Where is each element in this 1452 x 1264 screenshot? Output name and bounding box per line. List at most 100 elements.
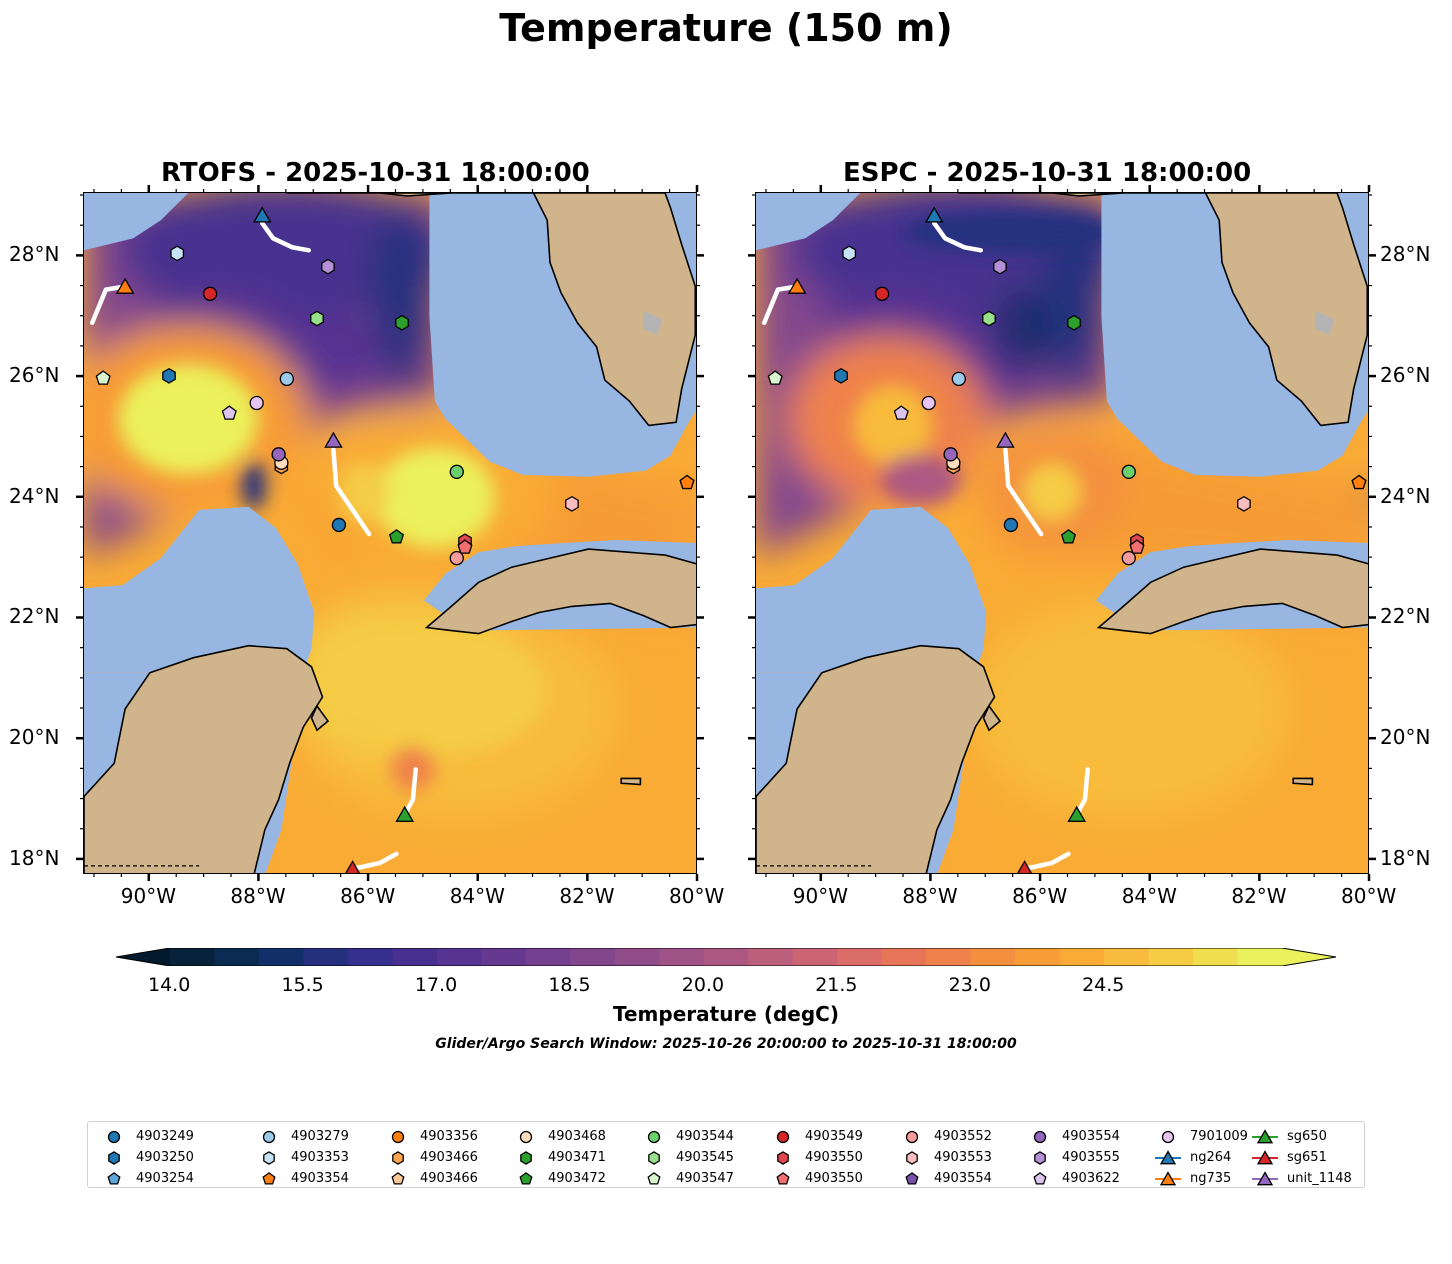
legend-marker[interactable] xyxy=(905,1130,919,1143)
legend-marker[interactable] xyxy=(391,1171,405,1185)
marker-4903622[interactable] xyxy=(221,405,237,420)
marker-4903471[interactable] xyxy=(1067,314,1081,331)
legend-marker[interactable] xyxy=(776,1171,790,1185)
marker-4903353[interactable] xyxy=(170,245,185,262)
lon-tick-label: 84°W xyxy=(1121,884,1177,908)
lat-tick-label: 18°N xyxy=(1380,845,1431,870)
legend-marker[interactable] xyxy=(1159,1149,1177,1164)
legend-marker[interactable] xyxy=(1034,1150,1046,1165)
marker-4903279[interactable] xyxy=(951,371,966,387)
legend-marker[interactable] xyxy=(1256,1149,1274,1164)
rtofs-map[interactable] xyxy=(83,192,697,874)
marker-4903544[interactable] xyxy=(1121,464,1136,479)
marker-4903552[interactable] xyxy=(1121,550,1136,566)
legend-marker[interactable] xyxy=(519,1171,533,1185)
legend-marker[interactable] xyxy=(1256,1128,1274,1143)
marker-4903250[interactable] xyxy=(834,367,848,384)
legend-item-4903250: 4903250 xyxy=(100,1147,194,1168)
legend-item-4903553: 4903553 xyxy=(898,1147,992,1168)
track-unit_1148 xyxy=(331,447,372,537)
marker-unit_1148[interactable] xyxy=(324,431,343,448)
marker-4903555[interactable] xyxy=(993,258,1007,275)
marker-4903549[interactable] xyxy=(874,286,890,301)
marker-unit_1148[interactable] xyxy=(996,431,1015,448)
espc-map[interactable] xyxy=(755,192,1369,874)
marker-4903279[interactable] xyxy=(279,371,294,387)
marker-4903472[interactable] xyxy=(388,529,405,544)
marker-4903354[interactable] xyxy=(1351,474,1367,490)
marker-ng735[interactable] xyxy=(115,277,135,294)
marker-4903550[interactable] xyxy=(457,539,473,554)
marker-4903549[interactable] xyxy=(202,286,218,301)
marker-4903545[interactable] xyxy=(310,310,324,327)
legend-marker[interactable] xyxy=(391,1130,405,1143)
marker-4903471[interactable] xyxy=(395,314,409,331)
legend-marker[interactable] xyxy=(1161,1130,1175,1143)
colorbar-tick-label: 15.5 xyxy=(281,974,324,996)
legend-marker[interactable] xyxy=(107,1130,121,1143)
marker-4903553[interactable] xyxy=(565,495,579,512)
legend-marker[interactable] xyxy=(906,1150,918,1165)
pentagon-marker-icon xyxy=(905,1171,919,1185)
marker-4903547[interactable] xyxy=(767,370,783,385)
hexagon-marker-icon xyxy=(108,1150,120,1165)
marker-4903353[interactable] xyxy=(842,245,857,262)
legend-marker[interactable] xyxy=(519,1130,533,1143)
marker-7901009[interactable] xyxy=(249,395,264,411)
lat-tick-label: 28°N xyxy=(1380,242,1431,267)
marker-4903472[interactable] xyxy=(1060,529,1077,544)
marker-4903554[interactable] xyxy=(271,447,286,462)
lat-tick-label: 22°N xyxy=(9,604,60,629)
marker-sg651[interactable] xyxy=(344,860,361,874)
legend-item-4903466: 4903466 xyxy=(384,1147,478,1168)
marker-sg650[interactable] xyxy=(1067,805,1087,822)
marker-7901009[interactable] xyxy=(921,395,936,411)
legend-marker[interactable] xyxy=(648,1150,660,1165)
marker-4903550[interactable] xyxy=(1129,539,1145,554)
legend-item-4903353: 4903353 xyxy=(255,1147,349,1168)
legend-item-4903354: 4903354 xyxy=(255,1168,349,1189)
legend-marker[interactable] xyxy=(1159,1170,1177,1185)
marker-4903249[interactable] xyxy=(331,517,347,533)
legend-marker[interactable] xyxy=(1033,1130,1047,1143)
legend-item-4903279: 4903279 xyxy=(255,1126,349,1147)
legend-marker[interactable] xyxy=(107,1171,121,1185)
marker-ng735[interactable] xyxy=(787,277,807,294)
marker-ng264[interactable] xyxy=(924,206,944,223)
marker-4903547[interactable] xyxy=(95,370,111,385)
legend-marker[interactable] xyxy=(1256,1170,1274,1185)
marker-4903249[interactable] xyxy=(1003,517,1019,533)
marker-4903545[interactable] xyxy=(982,310,996,327)
legend-marker[interactable] xyxy=(262,1130,276,1143)
legend-marker[interactable] xyxy=(777,1150,789,1165)
legend-marker[interactable] xyxy=(647,1130,661,1143)
legend-marker[interactable] xyxy=(647,1171,661,1185)
legend-marker[interactable] xyxy=(262,1171,276,1185)
legend-marker[interactable] xyxy=(905,1171,919,1185)
legend-marker[interactable] xyxy=(776,1130,790,1143)
legend-marker[interactable] xyxy=(392,1150,404,1165)
legend-marker[interactable] xyxy=(520,1150,532,1165)
tick-marks-espc xyxy=(748,185,1376,881)
marker-4903554[interactable] xyxy=(943,447,958,462)
marker-sg650[interactable] xyxy=(395,805,415,822)
track-ng264 xyxy=(931,220,984,253)
marker-4903250[interactable] xyxy=(162,367,176,384)
legend-marker[interactable] xyxy=(263,1150,275,1165)
legend-marker[interactable] xyxy=(1033,1171,1047,1185)
marker-4903555[interactable] xyxy=(321,258,335,275)
legend-item-4903554: 4903554 xyxy=(1026,1126,1120,1147)
marker-4903552[interactable] xyxy=(449,550,464,566)
marker-4903553[interactable] xyxy=(1237,495,1251,512)
pentagon-marker-icon xyxy=(647,1171,661,1185)
map-canvas xyxy=(756,193,1368,874)
lon-tick-label: 88°W xyxy=(230,884,286,908)
marker-ng264[interactable] xyxy=(252,206,272,223)
legend-label: 4903354 xyxy=(291,1171,349,1186)
marker-4903622[interactable] xyxy=(893,405,909,420)
legend-marker[interactable] xyxy=(108,1150,120,1165)
marker-4903544[interactable] xyxy=(449,464,464,479)
triangle-marker-icon xyxy=(1252,1128,1278,1143)
marker-sg651[interactable] xyxy=(1016,860,1033,874)
marker-4903354[interactable] xyxy=(679,474,695,490)
